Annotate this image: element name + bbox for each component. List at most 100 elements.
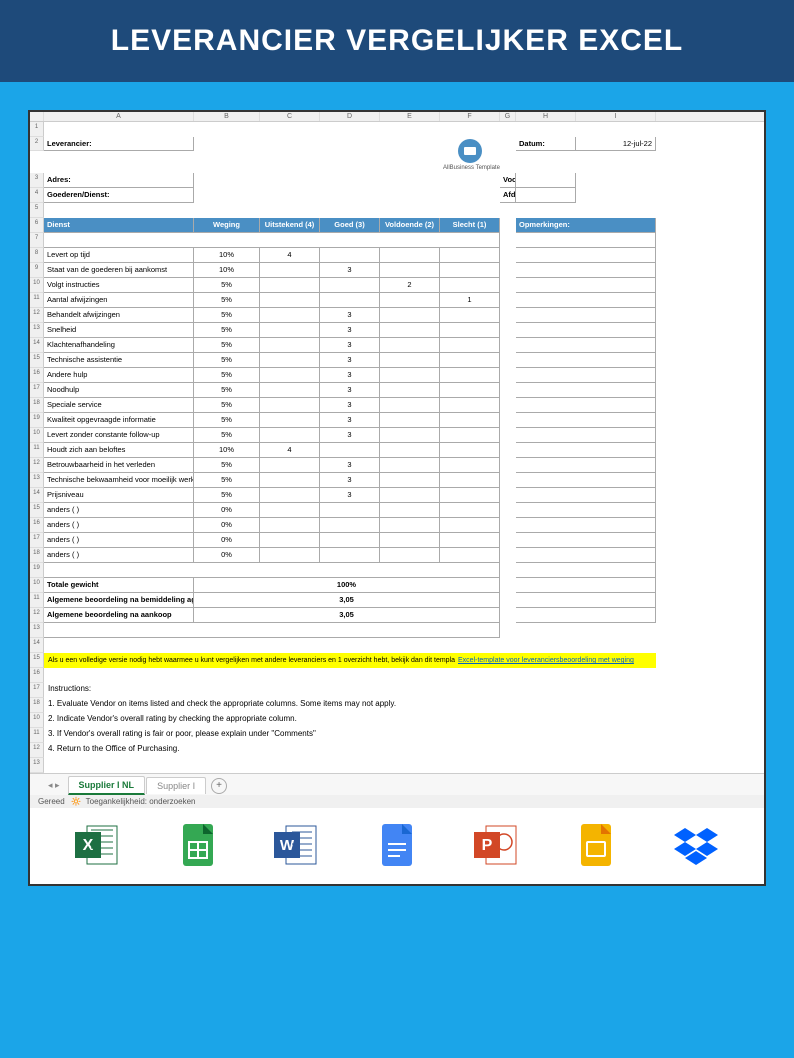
dienst-cell[interactable]: Klachtenafhandeling [44, 338, 194, 353]
dienst-cell[interactable]: Snelheid [44, 323, 194, 338]
score1-cell[interactable] [440, 488, 500, 503]
score3-cell[interactable]: 3 [320, 398, 380, 413]
score3-cell[interactable]: 3 [320, 458, 380, 473]
dienst-cell[interactable]: Volgt instructies [44, 278, 194, 293]
score4-cell[interactable] [260, 413, 320, 428]
score1-cell[interactable] [440, 248, 500, 263]
score1-cell[interactable] [440, 428, 500, 443]
score1-cell[interactable] [440, 323, 500, 338]
weging-cell[interactable]: 5% [194, 353, 260, 368]
score1-cell[interactable] [440, 383, 500, 398]
score3-cell[interactable]: 3 [320, 308, 380, 323]
score4-cell[interactable] [260, 293, 320, 308]
score2-cell[interactable] [380, 428, 440, 443]
score3-cell[interactable] [320, 533, 380, 548]
score2-cell[interactable] [380, 338, 440, 353]
score3-cell[interactable]: 3 [320, 488, 380, 503]
score1-cell[interactable] [440, 533, 500, 548]
opmerking-cell[interactable] [516, 278, 656, 293]
score3-cell[interactable]: 3 [320, 413, 380, 428]
dienst-cell[interactable]: Houdt zich aan beloftes [44, 443, 194, 458]
score2-cell[interactable] [380, 488, 440, 503]
opmerking-cell[interactable] [516, 443, 656, 458]
score3-cell[interactable]: 3 [320, 353, 380, 368]
score4-cell[interactable] [260, 353, 320, 368]
score2-cell[interactable] [380, 368, 440, 383]
dienst-cell[interactable]: Technische bekwaamheid voor moeilijk wer… [44, 473, 194, 488]
dienst-cell[interactable]: Levert zonder constante follow-up [44, 428, 194, 443]
opmerking-cell[interactable] [516, 533, 656, 548]
dienst-cell[interactable]: Betrouwbaarheid in het verleden [44, 458, 194, 473]
opmerking-cell[interactable] [516, 383, 656, 398]
tab-nav-icon[interactable]: ◂ ▸ [48, 780, 60, 791]
dienst-cell[interactable]: Prijsniveau [44, 488, 194, 503]
weging-cell[interactable]: 10% [194, 263, 260, 278]
dienst-cell[interactable]: anders ( ) [44, 503, 194, 518]
score1-cell[interactable] [440, 503, 500, 518]
weging-cell[interactable]: 5% [194, 383, 260, 398]
score2-cell[interactable] [380, 398, 440, 413]
opmerking-cell[interactable] [516, 428, 656, 443]
score3-cell[interactable]: 3 [320, 368, 380, 383]
opmerking-cell[interactable] [516, 488, 656, 503]
opmerking-cell[interactable] [516, 293, 656, 308]
score2-cell[interactable] [380, 308, 440, 323]
opmerking-cell[interactable] [516, 248, 656, 263]
score4-cell[interactable] [260, 518, 320, 533]
opmerking-cell[interactable] [516, 518, 656, 533]
dienst-cell[interactable]: Kwaliteit opgevraagde informatie [44, 413, 194, 428]
opmerking-cell[interactable] [516, 323, 656, 338]
score1-cell[interactable] [440, 398, 500, 413]
weging-cell[interactable]: 0% [194, 503, 260, 518]
dienst-cell[interactable]: Speciale service [44, 398, 194, 413]
score2-cell[interactable] [380, 293, 440, 308]
score2-cell[interactable] [380, 548, 440, 563]
score1-cell[interactable] [440, 548, 500, 563]
score2-cell[interactable] [380, 533, 440, 548]
score4-cell[interactable] [260, 488, 320, 503]
tab-supplier[interactable]: Supplier I [146, 777, 206, 794]
weging-cell[interactable]: 5% [194, 488, 260, 503]
score4-cell[interactable] [260, 383, 320, 398]
score2-cell[interactable] [380, 518, 440, 533]
score1-cell[interactable] [440, 473, 500, 488]
score2-cell[interactable] [380, 458, 440, 473]
score2-cell[interactable] [380, 383, 440, 398]
score1-cell[interactable] [440, 278, 500, 293]
dienst-cell[interactable]: Andere hulp [44, 368, 194, 383]
dienst-cell[interactable]: anders ( ) [44, 533, 194, 548]
score4-cell[interactable] [260, 368, 320, 383]
weging-cell[interactable]: 5% [194, 278, 260, 293]
weging-cell[interactable]: 10% [194, 443, 260, 458]
opmerking-cell[interactable] [516, 413, 656, 428]
promo-link[interactable]: Excel-template voor leveranciersbeoordel… [458, 657, 634, 664]
score4-cell[interactable] [260, 323, 320, 338]
weging-cell[interactable]: 5% [194, 473, 260, 488]
score4-cell[interactable] [260, 473, 320, 488]
score2-cell[interactable] [380, 323, 440, 338]
opmerking-cell[interactable] [516, 473, 656, 488]
score3-cell[interactable]: 3 [320, 428, 380, 443]
score1-cell[interactable] [440, 443, 500, 458]
score3-cell[interactable] [320, 518, 380, 533]
dienst-cell[interactable]: Technische assistentie [44, 353, 194, 368]
weging-cell[interactable]: 10% [194, 248, 260, 263]
score1-cell[interactable]: 1 [440, 293, 500, 308]
score4-cell[interactable] [260, 263, 320, 278]
score1-cell[interactable] [440, 518, 500, 533]
weging-cell[interactable]: 5% [194, 398, 260, 413]
score4-cell[interactable]: 4 [260, 443, 320, 458]
opmerking-cell[interactable] [516, 548, 656, 563]
score4-cell[interactable] [260, 338, 320, 353]
weging-cell[interactable]: 5% [194, 323, 260, 338]
weging-cell[interactable]: 0% [194, 533, 260, 548]
score3-cell[interactable] [320, 503, 380, 518]
score4-cell[interactable] [260, 398, 320, 413]
score1-cell[interactable] [440, 308, 500, 323]
score4-cell[interactable] [260, 503, 320, 518]
opmerking-cell[interactable] [516, 398, 656, 413]
score2-cell[interactable] [380, 443, 440, 458]
dienst-cell[interactable]: anders ( ) [44, 548, 194, 563]
score1-cell[interactable] [440, 458, 500, 473]
opmerking-cell[interactable] [516, 503, 656, 518]
